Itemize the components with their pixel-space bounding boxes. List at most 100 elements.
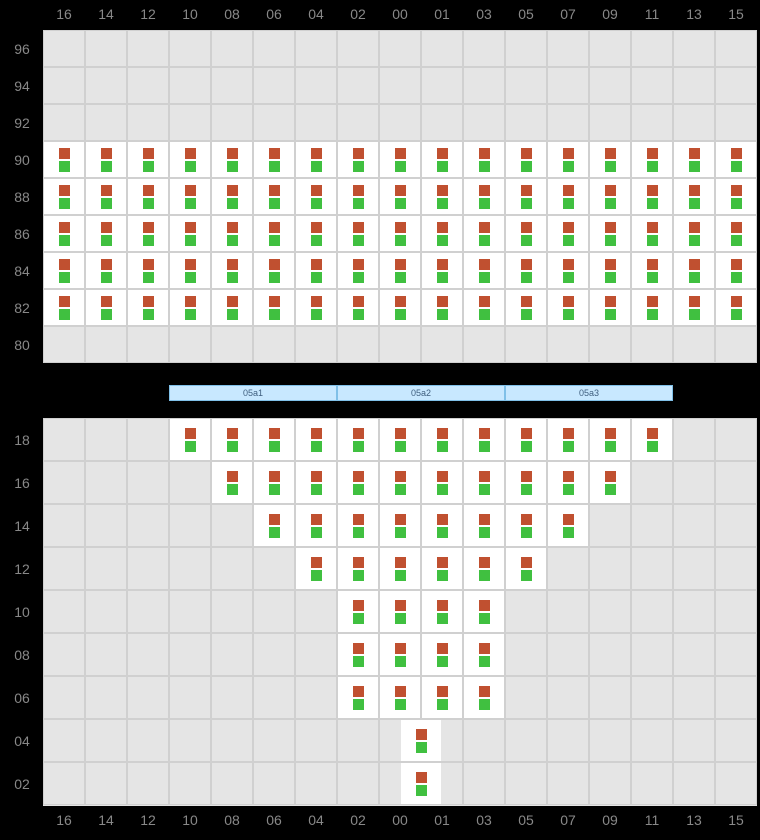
status-cell[interactable] <box>212 290 252 325</box>
status-cell[interactable] <box>338 253 378 288</box>
status-cell[interactable] <box>170 216 210 251</box>
status-cell[interactable] <box>464 179 504 214</box>
status-cell[interactable] <box>548 290 588 325</box>
status-cell[interactable] <box>506 290 546 325</box>
status-cell[interactable] <box>674 290 714 325</box>
status-cell[interactable] <box>380 677 420 718</box>
status-cell[interactable] <box>128 179 168 214</box>
status-cell[interactable] <box>506 179 546 214</box>
status-cell[interactable] <box>128 290 168 325</box>
status-cell[interactable] <box>716 216 756 251</box>
status-cell[interactable] <box>506 548 546 589</box>
status-cell[interactable] <box>422 179 462 214</box>
tab[interactable]: 05a2 <box>337 385 505 401</box>
status-cell[interactable] <box>254 419 294 460</box>
status-cell[interactable] <box>422 253 462 288</box>
status-cell[interactable] <box>506 142 546 177</box>
status-cell[interactable] <box>212 179 252 214</box>
status-cell[interactable] <box>338 591 378 632</box>
status-cell[interactable] <box>380 179 420 214</box>
status-cell[interactable] <box>254 290 294 325</box>
status-cell[interactable] <box>338 290 378 325</box>
status-cell[interactable] <box>128 216 168 251</box>
status-cell[interactable] <box>716 142 756 177</box>
status-cell[interactable] <box>674 142 714 177</box>
status-cell[interactable] <box>86 216 126 251</box>
status-cell[interactable] <box>548 216 588 251</box>
status-cell[interactable] <box>380 548 420 589</box>
status-cell[interactable] <box>506 462 546 503</box>
tab[interactable]: 05a1 <box>169 385 337 401</box>
status-cell[interactable] <box>464 253 504 288</box>
status-cell[interactable] <box>632 253 672 288</box>
status-cell[interactable] <box>44 216 84 251</box>
status-cell[interactable] <box>422 142 462 177</box>
status-cell[interactable] <box>212 253 252 288</box>
status-cell[interactable] <box>632 142 672 177</box>
status-cell[interactable] <box>380 505 420 546</box>
status-cell[interactable] <box>380 142 420 177</box>
status-cell[interactable] <box>464 419 504 460</box>
status-cell[interactable] <box>422 290 462 325</box>
status-cell[interactable] <box>464 548 504 589</box>
status-cell[interactable] <box>170 179 210 214</box>
status-cell[interactable] <box>254 216 294 251</box>
status-cell[interactable] <box>296 216 336 251</box>
status-cell[interactable] <box>548 253 588 288</box>
status-cell[interactable] <box>632 216 672 251</box>
status-cell[interactable] <box>86 142 126 177</box>
status-cell[interactable] <box>548 142 588 177</box>
status-cell[interactable] <box>464 591 504 632</box>
status-cell[interactable] <box>212 216 252 251</box>
status-cell[interactable] <box>254 505 294 546</box>
status-cell[interactable] <box>128 142 168 177</box>
status-cell[interactable] <box>254 462 294 503</box>
status-cell[interactable] <box>170 290 210 325</box>
status-cell[interactable] <box>128 253 168 288</box>
status-cell[interactable] <box>590 179 630 214</box>
status-cell[interactable] <box>422 462 462 503</box>
status-cell[interactable] <box>590 462 630 503</box>
status-cell[interactable] <box>422 591 462 632</box>
status-cell[interactable] <box>380 253 420 288</box>
status-cell[interactable] <box>44 290 84 325</box>
status-cell[interactable] <box>716 253 756 288</box>
status-cell[interactable] <box>254 253 294 288</box>
status-cell[interactable] <box>296 548 336 589</box>
status-cell[interactable] <box>401 763 441 804</box>
status-cell[interactable] <box>380 419 420 460</box>
status-cell[interactable] <box>464 142 504 177</box>
status-cell[interactable] <box>548 505 588 546</box>
status-cell[interactable] <box>44 253 84 288</box>
status-cell[interactable] <box>506 216 546 251</box>
status-cell[interactable] <box>674 216 714 251</box>
status-cell[interactable] <box>86 253 126 288</box>
tab[interactable]: 05a3 <box>505 385 673 401</box>
status-cell[interactable] <box>338 548 378 589</box>
status-cell[interactable] <box>44 179 84 214</box>
status-cell[interactable] <box>296 142 336 177</box>
status-cell[interactable] <box>338 419 378 460</box>
status-cell[interactable] <box>44 142 84 177</box>
status-cell[interactable] <box>380 591 420 632</box>
status-cell[interactable] <box>380 634 420 675</box>
status-cell[interactable] <box>464 462 504 503</box>
status-cell[interactable] <box>296 179 336 214</box>
status-cell[interactable] <box>338 142 378 177</box>
status-cell[interactable] <box>674 179 714 214</box>
status-cell[interactable] <box>716 290 756 325</box>
status-cell[interactable] <box>464 216 504 251</box>
status-cell[interactable] <box>464 677 504 718</box>
status-cell[interactable] <box>254 142 294 177</box>
status-cell[interactable] <box>632 290 672 325</box>
status-cell[interactable] <box>170 419 210 460</box>
status-cell[interactable] <box>170 253 210 288</box>
status-cell[interactable] <box>590 142 630 177</box>
status-cell[interactable] <box>422 216 462 251</box>
status-cell[interactable] <box>422 634 462 675</box>
status-cell[interactable] <box>506 253 546 288</box>
status-cell[interactable] <box>338 677 378 718</box>
status-cell[interactable] <box>548 419 588 460</box>
status-cell[interactable] <box>506 505 546 546</box>
status-cell[interactable] <box>548 462 588 503</box>
